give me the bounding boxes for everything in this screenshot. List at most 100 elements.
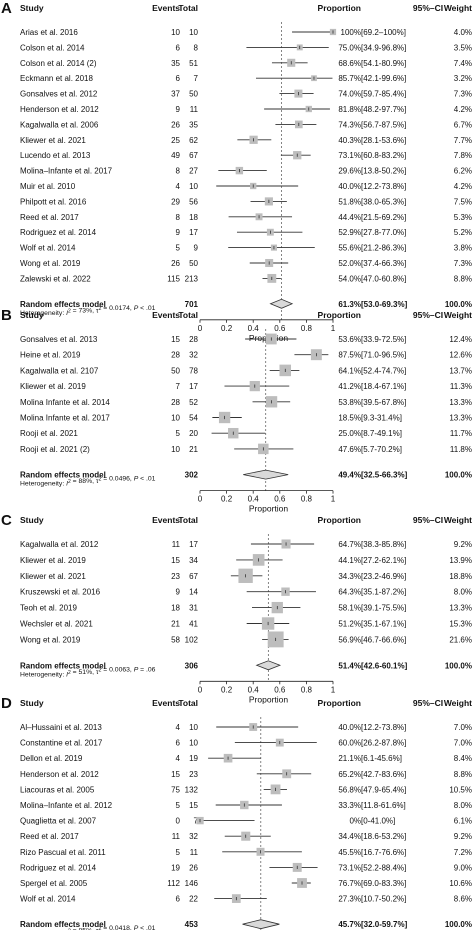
study-weight: 11.3%: [450, 382, 472, 391]
study-proportion: 56.8%: [338, 785, 361, 794]
study-weight: 8.8%: [454, 770, 472, 779]
study-name: Heine et al. 2019: [20, 351, 81, 360]
study-ci: [18.6-53.2%]: [361, 832, 406, 841]
study-total: 41: [189, 620, 198, 629]
x-axis-label: Proportion: [249, 504, 288, 514]
study-events: 28: [171, 398, 180, 407]
summary-weight: 100.0%: [445, 300, 472, 309]
study-events: 49: [171, 151, 180, 160]
study-events: 8: [176, 213, 181, 222]
study-name: Rizo Pascual et al. 2011: [20, 848, 106, 857]
study-proportion: 81.8%: [338, 105, 361, 114]
study-total: 11: [190, 105, 199, 114]
study-name: Gonsalves et al. 2012: [20, 90, 98, 99]
study-weight: 12.6%: [449, 351, 472, 360]
study-name: Reed et al. 2017: [20, 213, 79, 222]
study-proportion: 64.3%: [338, 588, 361, 597]
study-proportion: 53.6%: [338, 335, 361, 344]
study-ci: [47.0-60.8%]: [361, 274, 406, 283]
summary-proportion: 49.4%: [338, 471, 361, 480]
study-proportion: 60.0%: [338, 739, 361, 748]
heterogeneity-text: Heterogeneity: I2 = 73%, τ2 = 0.0174, P …: [20, 305, 156, 317]
study-weight: 15.3%: [449, 620, 472, 629]
study-proportion: 40.3%: [338, 136, 361, 145]
study-events: 29: [171, 197, 180, 206]
study-events: 6: [176, 74, 181, 83]
study-events: 4: [176, 723, 181, 732]
study-proportion: 45.5%: [338, 848, 361, 857]
study-name: Henderson et al. 2012: [20, 105, 99, 114]
study-proportion: 54.0%: [338, 274, 361, 283]
summary-ci: [42.6-60.1%]: [361, 661, 408, 670]
study-ci: [69.0-83.3%]: [361, 879, 406, 888]
study-total: 54: [189, 414, 198, 423]
study-total: 62: [189, 136, 198, 145]
study-total: 67: [189, 151, 198, 160]
study-ci: [21.5-69.2%]: [361, 213, 406, 222]
study-events: 11: [172, 540, 181, 549]
x-tick-label: 0.2: [221, 495, 233, 504]
study-name: Gonsalves et al. 2013: [20, 335, 98, 344]
study-proportion: 76.7%: [338, 879, 361, 888]
study-proportion: 87.5%: [338, 351, 361, 360]
study-events: 15: [171, 770, 180, 779]
header-proportion: Proportion: [318, 310, 361, 320]
study-events: 58: [171, 635, 180, 644]
study-ci: [34.9-96.8%]: [361, 43, 406, 52]
study-name: Arias et al. 2016: [20, 28, 78, 37]
study-weight: 7.0%: [454, 739, 472, 748]
study-proportion: 74.0%: [338, 90, 361, 99]
study-ci: [33.9-72.5%]: [361, 335, 406, 344]
header-weight: Weight: [444, 310, 472, 320]
study-events: 21: [171, 620, 180, 629]
study-events: 50: [171, 366, 180, 375]
study-ci: [48.2-97.7%]: [361, 105, 406, 114]
study-events: 6: [176, 895, 181, 904]
header-study: Study: [20, 310, 44, 320]
study-ci: [35.1-87.2%]: [361, 588, 406, 597]
x-tick-label: 0.6: [274, 324, 286, 333]
header-weight: Weight: [444, 3, 472, 13]
study-total: 20: [189, 429, 198, 438]
study-proportion: 64.1%: [338, 366, 361, 375]
summary-total: 302: [185, 471, 199, 480]
study-name: Wechsler et al. 2021: [20, 620, 93, 629]
x-tick-label: 0.4: [248, 685, 260, 694]
header-study: Study: [20, 515, 44, 525]
study-weight: 5.2%: [454, 228, 472, 237]
study-weight: 12.4%: [449, 335, 472, 344]
study-ci: [23.2-46.9%]: [361, 572, 406, 581]
study-total: 213: [185, 274, 199, 283]
study-ci: [47.9-65.4%]: [361, 785, 406, 794]
study-ci: [39.1-75.5%]: [361, 604, 406, 613]
study-name: Molina–Infante et al. 2012: [20, 801, 113, 810]
study-weight: 8.0%: [454, 801, 472, 810]
study-name: Kliewer et al. 2019: [20, 556, 86, 565]
study-ci: [46.7-66.6%]: [361, 635, 406, 644]
study-weight: 7.7%: [454, 136, 472, 145]
study-weight: 13.7%: [449, 366, 472, 375]
header-proportion: Proportion: [318, 698, 361, 708]
study-name: Rodriguez et al. 2014: [20, 863, 97, 872]
summary-weight: 100.0%: [445, 471, 472, 480]
study-proportion: 34.3%: [338, 572, 361, 581]
study-total: 34: [189, 556, 198, 565]
study-name: Kliewer et al. 2021: [20, 136, 86, 145]
study-events: 9: [176, 228, 181, 237]
study-total: 56: [189, 197, 198, 206]
study-ci: [0-41.0%]: [361, 817, 395, 826]
study-proportion: 33.3%: [338, 801, 361, 810]
study-weight: 21.6%: [449, 635, 472, 644]
study-proportion: 40.0%: [338, 182, 361, 191]
study-events: 10: [171, 445, 180, 454]
study-events: 5: [176, 244, 181, 253]
x-tick-label: 0.4: [248, 324, 260, 333]
study-ci: [12.2-73.8%]: [361, 182, 406, 191]
study-proportion: 58.1%: [338, 604, 361, 613]
study-total: 7: [194, 817, 199, 826]
study-events: 11: [172, 832, 181, 841]
x-tick-label: 0.2: [221, 324, 233, 333]
study-total: 31: [189, 604, 198, 613]
study-ci: [12.2-73.8%]: [361, 723, 406, 732]
